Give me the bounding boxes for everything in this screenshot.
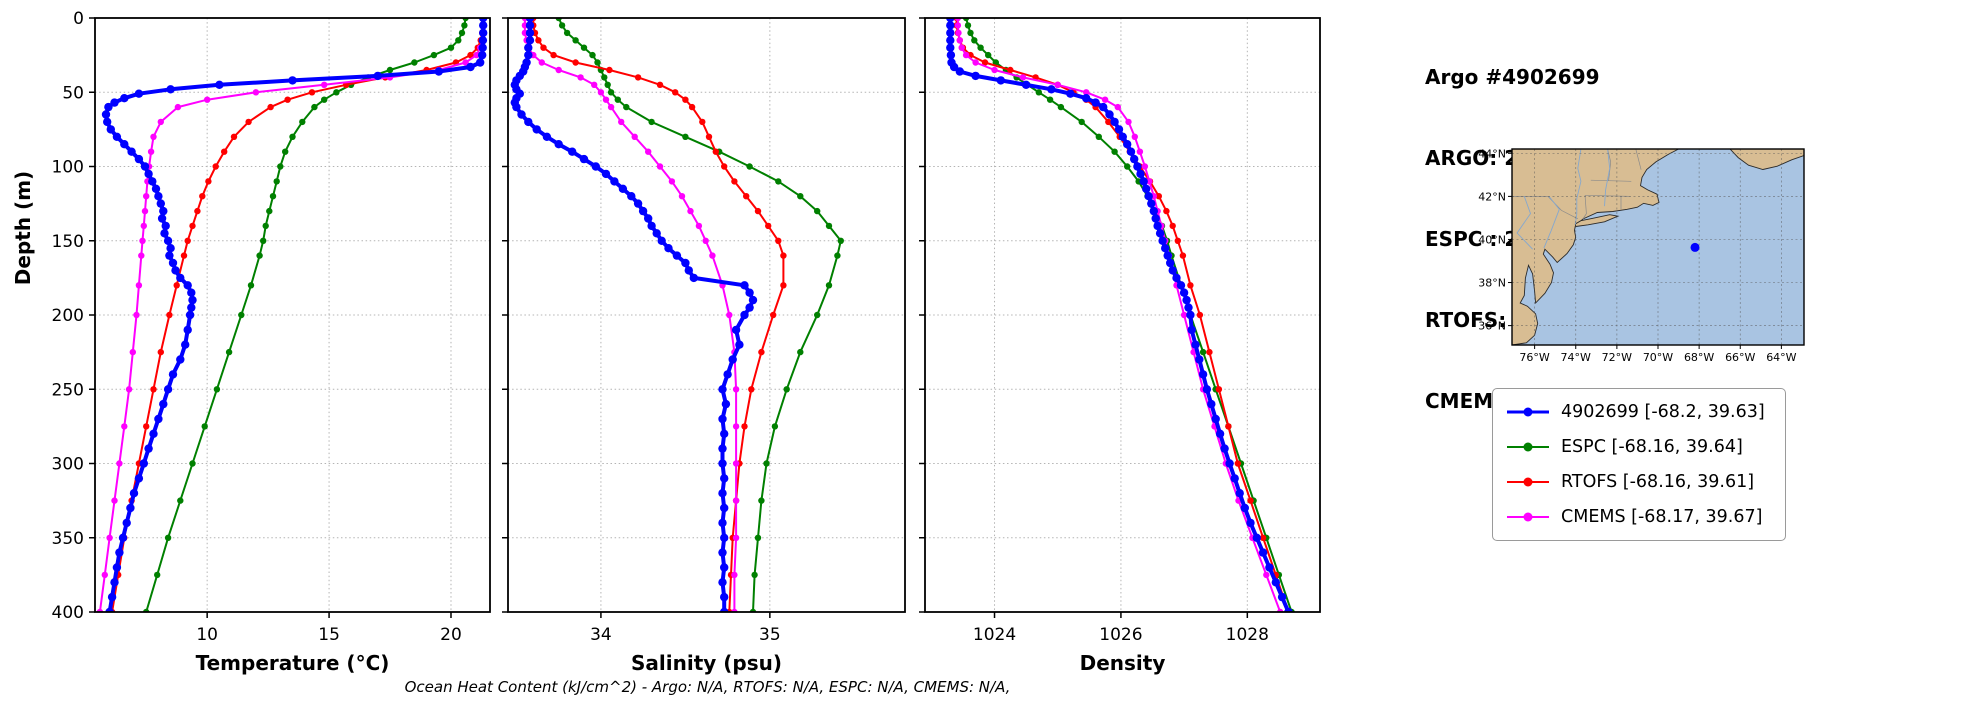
- depth-tick-label: 200: [52, 306, 84, 326]
- 4902699-temperature-markers: [101, 18, 488, 612]
- depth-tick-label: 350: [52, 529, 84, 549]
- temperature-axis-label: Temperature (°C): [196, 651, 390, 675]
- map-land-nova-scotia: [1729, 149, 1804, 170]
- temperature-xtick-label: 15: [318, 625, 340, 645]
- legend-label: ESPC [-68.16, 39.64]: [1561, 437, 1743, 457]
- density-xtick-label: 1024: [973, 625, 1016, 645]
- map-lon-label: 68°W: [1684, 351, 1714, 364]
- legend-label: 4902699 [-68.2, 39.63]: [1561, 402, 1765, 422]
- salinity-axis-label: Salinity (psu): [631, 651, 782, 675]
- depth-tick-label: 400: [52, 603, 84, 623]
- depth-axis-label: Depth (m): [11, 171, 35, 285]
- map-gridlines: [1512, 149, 1804, 345]
- map-land-long-island: [1574, 214, 1620, 228]
- 4902699-density-markers: [946, 18, 1293, 612]
- espc-salinity-markers: [555, 18, 844, 612]
- salinity-xtick-label: 35: [759, 625, 781, 645]
- depth-tick-label: 50: [62, 83, 84, 103]
- legend-item-rtofs: RTOFS [-68.16, 39.61]: [1505, 468, 1765, 496]
- float-location-dot: [1690, 242, 1700, 252]
- legend-label: RTOFS [-68.16, 39.61]: [1561, 472, 1755, 492]
- temperature-gridlines: [95, 17, 490, 613]
- temperature-xtick-label: 10: [196, 625, 218, 645]
- map-lon-label: 74°W: [1561, 351, 1591, 364]
- ohc-footer: Ocean Heat Content (kJ/cm^2) - Argo: N/A…: [404, 678, 1011, 696]
- cmems-density-markers: [954, 18, 1284, 612]
- salinity-gridlines: [508, 17, 905, 613]
- 4902699-salinity-markers: [510, 18, 758, 612]
- density-xtick-label: 1026: [1099, 625, 1142, 645]
- density-axis-label: Density: [1080, 651, 1166, 675]
- map-lon-label: 76°W: [1519, 351, 1549, 364]
- profile-panels: 10 15 20050100150200250300350400Temperatur…: [11, 9, 1321, 675]
- depth-tick-label: 100: [52, 158, 84, 178]
- density-series-group: [946, 18, 1295, 612]
- depth-tick-label: 250: [52, 380, 84, 400]
- map-lat-label: 38°N: [1478, 277, 1506, 290]
- argo-id-title: Argo #4902699: [1425, 65, 1600, 89]
- map-land-group: [1512, 149, 1804, 345]
- temperature-xtick-label: 20: [440, 625, 462, 645]
- map-lat-label: 36°N: [1478, 320, 1506, 333]
- legend-item-4902699: 4902699 [-68.2, 39.63]: [1505, 398, 1765, 426]
- depth-tick-label: 150: [52, 232, 84, 252]
- depth-tick-label: 0: [73, 9, 84, 29]
- map-lat-label: 42°N: [1478, 190, 1506, 203]
- legend-line-marker-icon: [1507, 512, 1549, 522]
- legend-label: CMEMS [-68.17, 39.67]: [1561, 507, 1763, 527]
- map-lon-label: 72°W: [1602, 351, 1632, 364]
- 4902699-temperature-line: [104, 18, 486, 612]
- legend-item-espc: ESPC [-68.16, 39.64]: [1505, 433, 1765, 461]
- map-lat-label: 40°N: [1478, 233, 1506, 246]
- legend: 4902699 [-68.2, 39.63] ESPC [-68.16, 39.6…: [1492, 388, 1786, 541]
- map-land-mainland: [1512, 149, 1679, 345]
- cmems-salinity-line: [523, 18, 738, 612]
- legend-item-cmems: CMEMS [-68.17, 39.67]: [1505, 503, 1765, 531]
- legend-line-marker-icon: [1507, 407, 1549, 417]
- map-lon-label: 66°W: [1725, 351, 1755, 364]
- density-xtick-label: 1028: [1226, 625, 1269, 645]
- depth-tick-label: 300: [52, 455, 84, 475]
- salinity-xtick-label: 34: [590, 625, 612, 645]
- map-rivers: [1516, 149, 1611, 250]
- map-lon-label: 64°W: [1766, 351, 1796, 364]
- legend-line-marker-icon: [1507, 477, 1549, 487]
- map-lon-label: 70°W: [1643, 351, 1673, 364]
- espc-density-line: [965, 18, 1293, 612]
- legend-line-marker-icon: [1507, 442, 1549, 452]
- map-inset: 44°N 42°N 40°N 38°N 36°N 76°W 74°W 72°W 70°W 68°W…: [1478, 147, 1805, 364]
- salinity-series-group: [510, 18, 844, 612]
- map-lat-label: 44°N: [1478, 147, 1506, 160]
